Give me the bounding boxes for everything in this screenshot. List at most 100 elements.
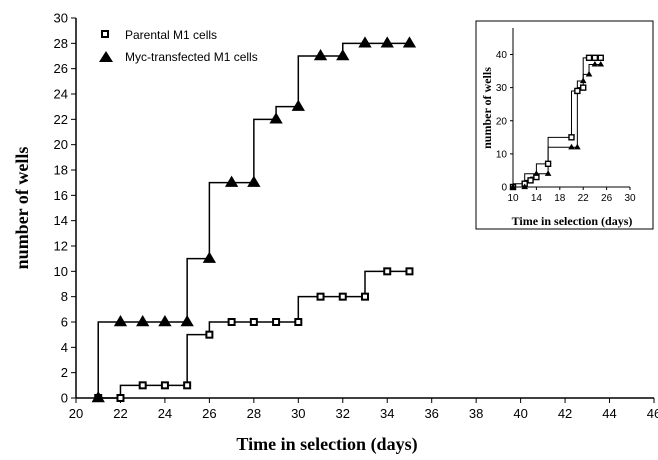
inset-point-myc — [585, 70, 593, 77]
main-point-parental — [183, 381, 192, 390]
inset-x-tick-label: 30 — [624, 193, 636, 204]
main-point-parental — [116, 394, 125, 402]
main-point-parental — [405, 267, 414, 276]
inset-point-parental — [574, 87, 581, 95]
main-y-tick-label: 24 — [54, 87, 68, 102]
inset-x-tick-label: 10 — [507, 193, 519, 204]
main-x-tick-label: 26 — [202, 406, 216, 421]
main-point-parental — [138, 381, 147, 390]
main-x-tick-label: 22 — [113, 406, 127, 421]
y-axis-title: number of wells — [12, 147, 32, 270]
main-y-tick-label: 10 — [54, 264, 68, 279]
main-point-myc — [136, 315, 150, 327]
main-y-tick-label: 2 — [61, 365, 68, 380]
main-y-tick-label: 30 — [54, 11, 68, 26]
inset-point-parental — [580, 84, 587, 91]
inset-point-myc — [509, 183, 517, 190]
main-x-tick-label: 42 — [558, 406, 572, 421]
main-x-tick-label: 40 — [513, 406, 527, 421]
main-y-tick-label: 28 — [54, 36, 68, 51]
main-x-tick-label: 20 — [69, 406, 83, 421]
main-chart: 20 22 24 26 28 30 32 34 36 38 40 42 44 46024681012141… — [12, 11, 658, 455]
main-point-myc — [336, 49, 350, 61]
inset-point-parental — [585, 54, 593, 62]
inset-x-axis-title: Time in selection (days) — [512, 214, 633, 228]
main-point-myc — [358, 36, 372, 48]
main-point-parental — [205, 330, 214, 339]
inset-x-tick-label: 26 — [601, 193, 613, 204]
main-point-parental — [227, 318, 236, 326]
inset-point-myc — [597, 60, 605, 67]
inset-point-parental — [527, 177, 534, 184]
main-y-tick-label: 14 — [54, 213, 68, 228]
main-y-tick-label: 12 — [54, 239, 68, 254]
legend-marker-parental — [101, 30, 109, 38]
main-point-myc — [269, 112, 283, 124]
main-point-myc — [291, 99, 305, 111]
main-point-parental — [294, 318, 303, 326]
main-x-tick-label: 34 — [380, 406, 394, 421]
inset-point-parental — [591, 54, 599, 62]
main-y-tick-label: 22 — [54, 112, 68, 127]
inset-x-tick-label: 22 — [578, 193, 590, 204]
main-y-tick-label: 4 — [61, 340, 68, 355]
main-x-tick-label: 28 — [247, 406, 261, 421]
main-point-myc — [380, 36, 394, 48]
main-point-parental — [383, 267, 392, 276]
inset-point-parental — [544, 160, 552, 168]
x-axis-title: Time in selection (days) — [236, 434, 417, 455]
main-point-myc — [402, 36, 417, 48]
inset-point-myc — [533, 170, 540, 176]
main-x-tick-label: 38 — [469, 406, 483, 421]
inset-y-tick-label: 20 — [496, 116, 508, 127]
main-x-tick-label: 36 — [424, 406, 438, 421]
legend-label-parental: Parental M1 cells — [125, 28, 217, 42]
main-point-myc — [313, 49, 328, 61]
main-point-parental — [316, 292, 325, 301]
main-x-tick-label: 32 — [336, 406, 350, 421]
main-x-tick-label: 30 — [291, 406, 305, 421]
inset-y-tick-label: 30 — [496, 83, 508, 94]
main-point-myc — [247, 175, 261, 187]
main-point-myc — [158, 315, 172, 327]
legend-marker-myc — [99, 51, 113, 62]
main-series-line-parental — [98, 270, 410, 399]
main-point-parental — [361, 292, 369, 301]
main-x-tick-label: 24 — [158, 406, 172, 421]
main-y-tick-label: 18 — [54, 163, 68, 178]
inset-point-parental — [597, 54, 604, 62]
main-point-parental — [272, 318, 281, 326]
main-point-myc — [113, 315, 128, 327]
main-x-tick-label: 44 — [602, 406, 616, 421]
main-y-tick-label: 16 — [54, 188, 68, 203]
legend-label-myc: Myc-transfected M1 cells — [125, 50, 258, 64]
inset-x-tick-label: 18 — [554, 193, 566, 204]
inset-x-tick-label: 14 — [531, 193, 543, 204]
inset-y-tick-label: 10 — [496, 149, 508, 160]
inset-y-axis-title: number of wells — [480, 67, 494, 149]
legend: Parental M1 cells Myc-transfected M1 cel… — [99, 28, 258, 64]
inset-y-tick-label: 0 — [501, 183, 507, 194]
inset-point-myc — [579, 77, 587, 84]
main-x-tick-label: 46 — [647, 406, 658, 421]
inset-point-myc — [521, 183, 529, 190]
main-y-tick-label: 26 — [54, 61, 68, 76]
main-point-myc — [180, 315, 194, 327]
inset-point-parental — [568, 134, 575, 141]
inset-point-myc — [591, 60, 599, 67]
main-y-tick-label: 8 — [61, 289, 68, 304]
main-point-myc — [224, 175, 239, 187]
main-point-parental — [160, 381, 169, 390]
inset-y-tick-label: 40 — [496, 50, 508, 61]
inset-point-myc — [568, 143, 575, 150]
inset-frame — [475, 20, 654, 230]
main-series-line-myc — [97, 42, 410, 398]
main-point-parental — [338, 292, 347, 301]
inset-point-myc — [544, 170, 552, 176]
main-point-parental — [249, 318, 258, 326]
main-point-myc — [91, 391, 105, 403]
main-y-tick-label: 6 — [61, 315, 68, 330]
main-y-tick-label: 20 — [54, 137, 68, 152]
